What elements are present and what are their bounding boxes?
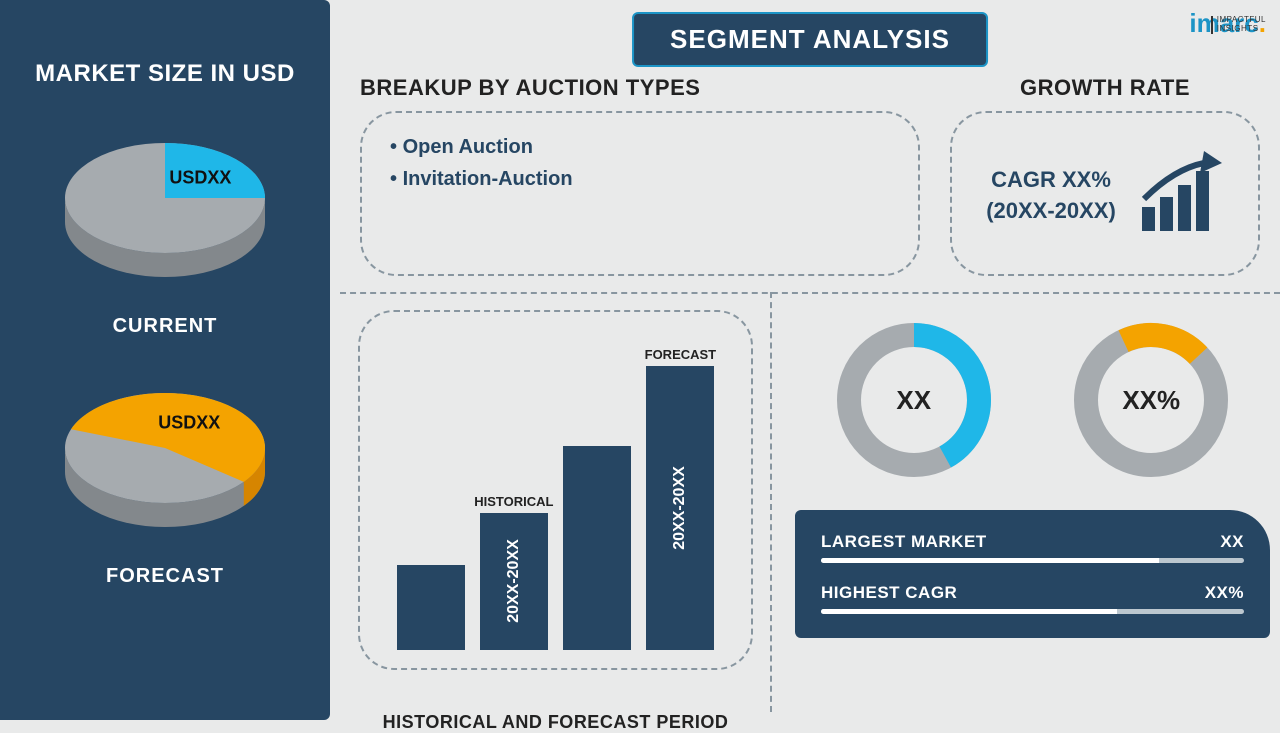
horizontal-divider bbox=[340, 292, 1280, 294]
pie-current-label: CURRENT bbox=[0, 315, 330, 338]
vertical-divider bbox=[770, 292, 772, 712]
breakup-item: Open Auction bbox=[390, 131, 890, 163]
growth-text: CAGR XX% (20XX-20XX) bbox=[986, 165, 1116, 227]
histfc-box: HISTORICAL20XX-20XXFORECAST20XX-20XX bbox=[358, 310, 753, 670]
bar-top-label: FORECAST bbox=[645, 347, 717, 362]
market-row-label: HIGHEST CAGR bbox=[821, 583, 957, 603]
market-box: LARGEST MARKET XX HIGHEST CAGR XX% bbox=[795, 510, 1270, 638]
donut-row: XX XX% bbox=[795, 320, 1270, 480]
svg-text:USDXX: USDXX bbox=[158, 413, 220, 433]
svg-text:USDXX: USDXX bbox=[169, 167, 231, 187]
breakup-title: BREAKUP BY AUCTION TYPES bbox=[360, 75, 920, 101]
donut-center-value: XX bbox=[834, 320, 994, 480]
page-title: SEGMENT ANALYSIS bbox=[632, 12, 988, 67]
donut-chart: XX bbox=[834, 320, 994, 480]
pie-current: USDXX bbox=[0, 118, 330, 303]
progress-bar bbox=[821, 609, 1244, 614]
donut-chart: XX% bbox=[1071, 320, 1231, 480]
historical-forecast-section: HISTORICAL20XX-20XXFORECAST20XX-20XX HIS… bbox=[358, 310, 753, 705]
market-row: LARGEST MARKET XX bbox=[821, 532, 1244, 563]
histfc-title: HISTORICAL AND FORECAST PERIOD bbox=[358, 712, 753, 733]
breakup-item: Invitation-Auction bbox=[390, 163, 890, 195]
growth-section: GROWTH RATE CAGR XX% (20XX-20XX) bbox=[950, 75, 1260, 276]
progress-bar bbox=[821, 558, 1244, 563]
pie-forecast: USDXX bbox=[0, 368, 330, 553]
bar-inner-label: 20XX-20XX bbox=[671, 466, 689, 550]
bar-chart: HISTORICAL20XX-20XXFORECAST20XX-20XX bbox=[390, 345, 721, 650]
donut-center-value: XX% bbox=[1071, 320, 1231, 480]
growth-title: GROWTH RATE bbox=[950, 75, 1260, 101]
bar bbox=[397, 565, 465, 650]
market-row-value: XX% bbox=[1205, 583, 1244, 603]
breakup-box: Open AuctionInvitation-Auction bbox=[360, 111, 920, 276]
sidebar-market-size: MARKET SIZE IN USD USDXX CURRENT USDXX F… bbox=[0, 0, 330, 720]
bar: FORECAST20XX-20XX bbox=[646, 366, 714, 650]
growth-box: CAGR XX% (20XX-20XX) bbox=[950, 111, 1260, 276]
logo-subtitle: IMPACTFUL INSIGHTS bbox=[1211, 16, 1266, 34]
bar bbox=[563, 446, 631, 650]
market-row: HIGHEST CAGR XX% bbox=[821, 583, 1244, 614]
breakup-section: BREAKUP BY AUCTION TYPES Open AuctionInv… bbox=[360, 75, 920, 276]
main-content: imarc. IMPACTFUL INSIGHTS SEGMENT ANALYS… bbox=[340, 0, 1280, 720]
bar-top-label: HISTORICAL bbox=[474, 494, 553, 509]
market-row-label: LARGEST MARKET bbox=[821, 532, 987, 552]
right-bottom-section: XX XX% LARGEST MARKET XX HIGHEST CAGR XX… bbox=[795, 320, 1270, 638]
pie-forecast-label: FORECAST bbox=[0, 565, 330, 588]
sidebar-title: MARKET SIZE IN USD bbox=[0, 60, 330, 88]
growth-arrow-icon bbox=[1134, 151, 1224, 241]
market-row-value: XX bbox=[1220, 532, 1244, 552]
bar: HISTORICAL20XX-20XX bbox=[480, 513, 548, 650]
bar-inner-label: 20XX-20XX bbox=[505, 540, 523, 624]
